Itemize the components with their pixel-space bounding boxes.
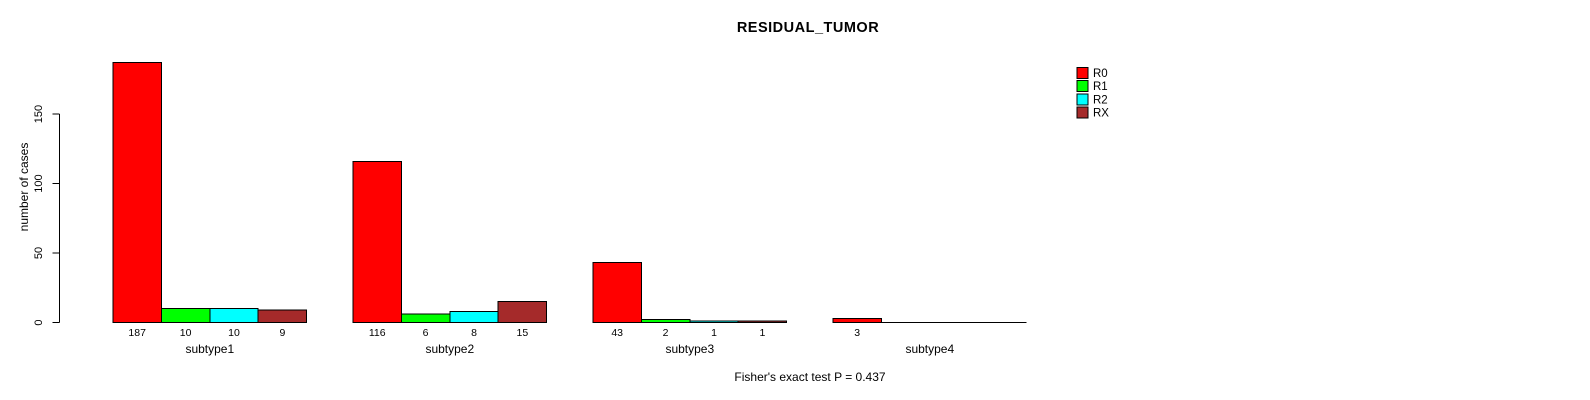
bar-R0-subtype4 (832, 317, 882, 323)
bar-R1-subtype1 (160, 308, 211, 324)
bar-value-label: 15 (517, 327, 529, 339)
y-tick-label: 150 (33, 105, 45, 123)
legend-label-R2: R2 (1093, 94, 1108, 106)
legend-swatch-RX (1076, 106, 1089, 119)
bar-R1-subtype2 (400, 313, 451, 324)
legend-label-R0: R0 (1093, 68, 1108, 80)
legend-swatch-R0 (1076, 67, 1089, 79)
bar-R0-subtype3 (592, 262, 642, 324)
y-tick-label: 100 (33, 174, 45, 192)
bar-value-label: 9 (279, 327, 285, 339)
bar-value-label: 2 (663, 327, 669, 339)
bar-value-label: 10 (228, 327, 240, 339)
y-tick-label: 50 (33, 247, 45, 259)
category-label-subtype4: subtype4 (905, 342, 954, 356)
bar-RX-subtype2 (497, 301, 548, 323)
bar-RX-subtype1 (257, 309, 308, 323)
bar-value-label: 8 (471, 327, 477, 339)
bar-value-label: 1 (711, 327, 717, 339)
bar-value-label: 3 (854, 327, 860, 339)
y-tick-label: 0 (33, 319, 45, 325)
category-label-subtype2: subtype2 (425, 342, 474, 356)
bar-value-label: 10 (180, 327, 192, 339)
bar-R1-subtype3 (640, 319, 691, 324)
bar-value-label: 6 (423, 327, 429, 339)
bar-R0-subtype1 (112, 62, 162, 323)
bar-R0-subtype2 (352, 160, 402, 323)
bar-value-label: 187 (128, 327, 146, 339)
bar-value-label: 43 (611, 327, 623, 339)
bar-R2-subtype1 (209, 308, 259, 324)
legend-swatch-R2 (1076, 93, 1089, 106)
legend-swatch-R1 (1076, 80, 1089, 93)
bar-R2-subtype2 (449, 310, 499, 324)
bar-R2-subtype3 (689, 320, 739, 323)
bar-RX-subtype3 (737, 320, 788, 323)
chart-title: RESIDUAL_TUMOR (736, 20, 880, 36)
legend-label-R1: R1 (1093, 81, 1108, 93)
category-label-subtype3: subtype3 (665, 342, 714, 356)
bar-value-label: 116 (369, 327, 386, 339)
legend-label-RX: RX (1093, 108, 1109, 120)
bar-value-label: 1 (759, 327, 765, 339)
category-label-subtype1: subtype1 (185, 342, 234, 356)
fisher-test-annotation: Fisher's exact test P = 0.437 (734, 370, 886, 384)
